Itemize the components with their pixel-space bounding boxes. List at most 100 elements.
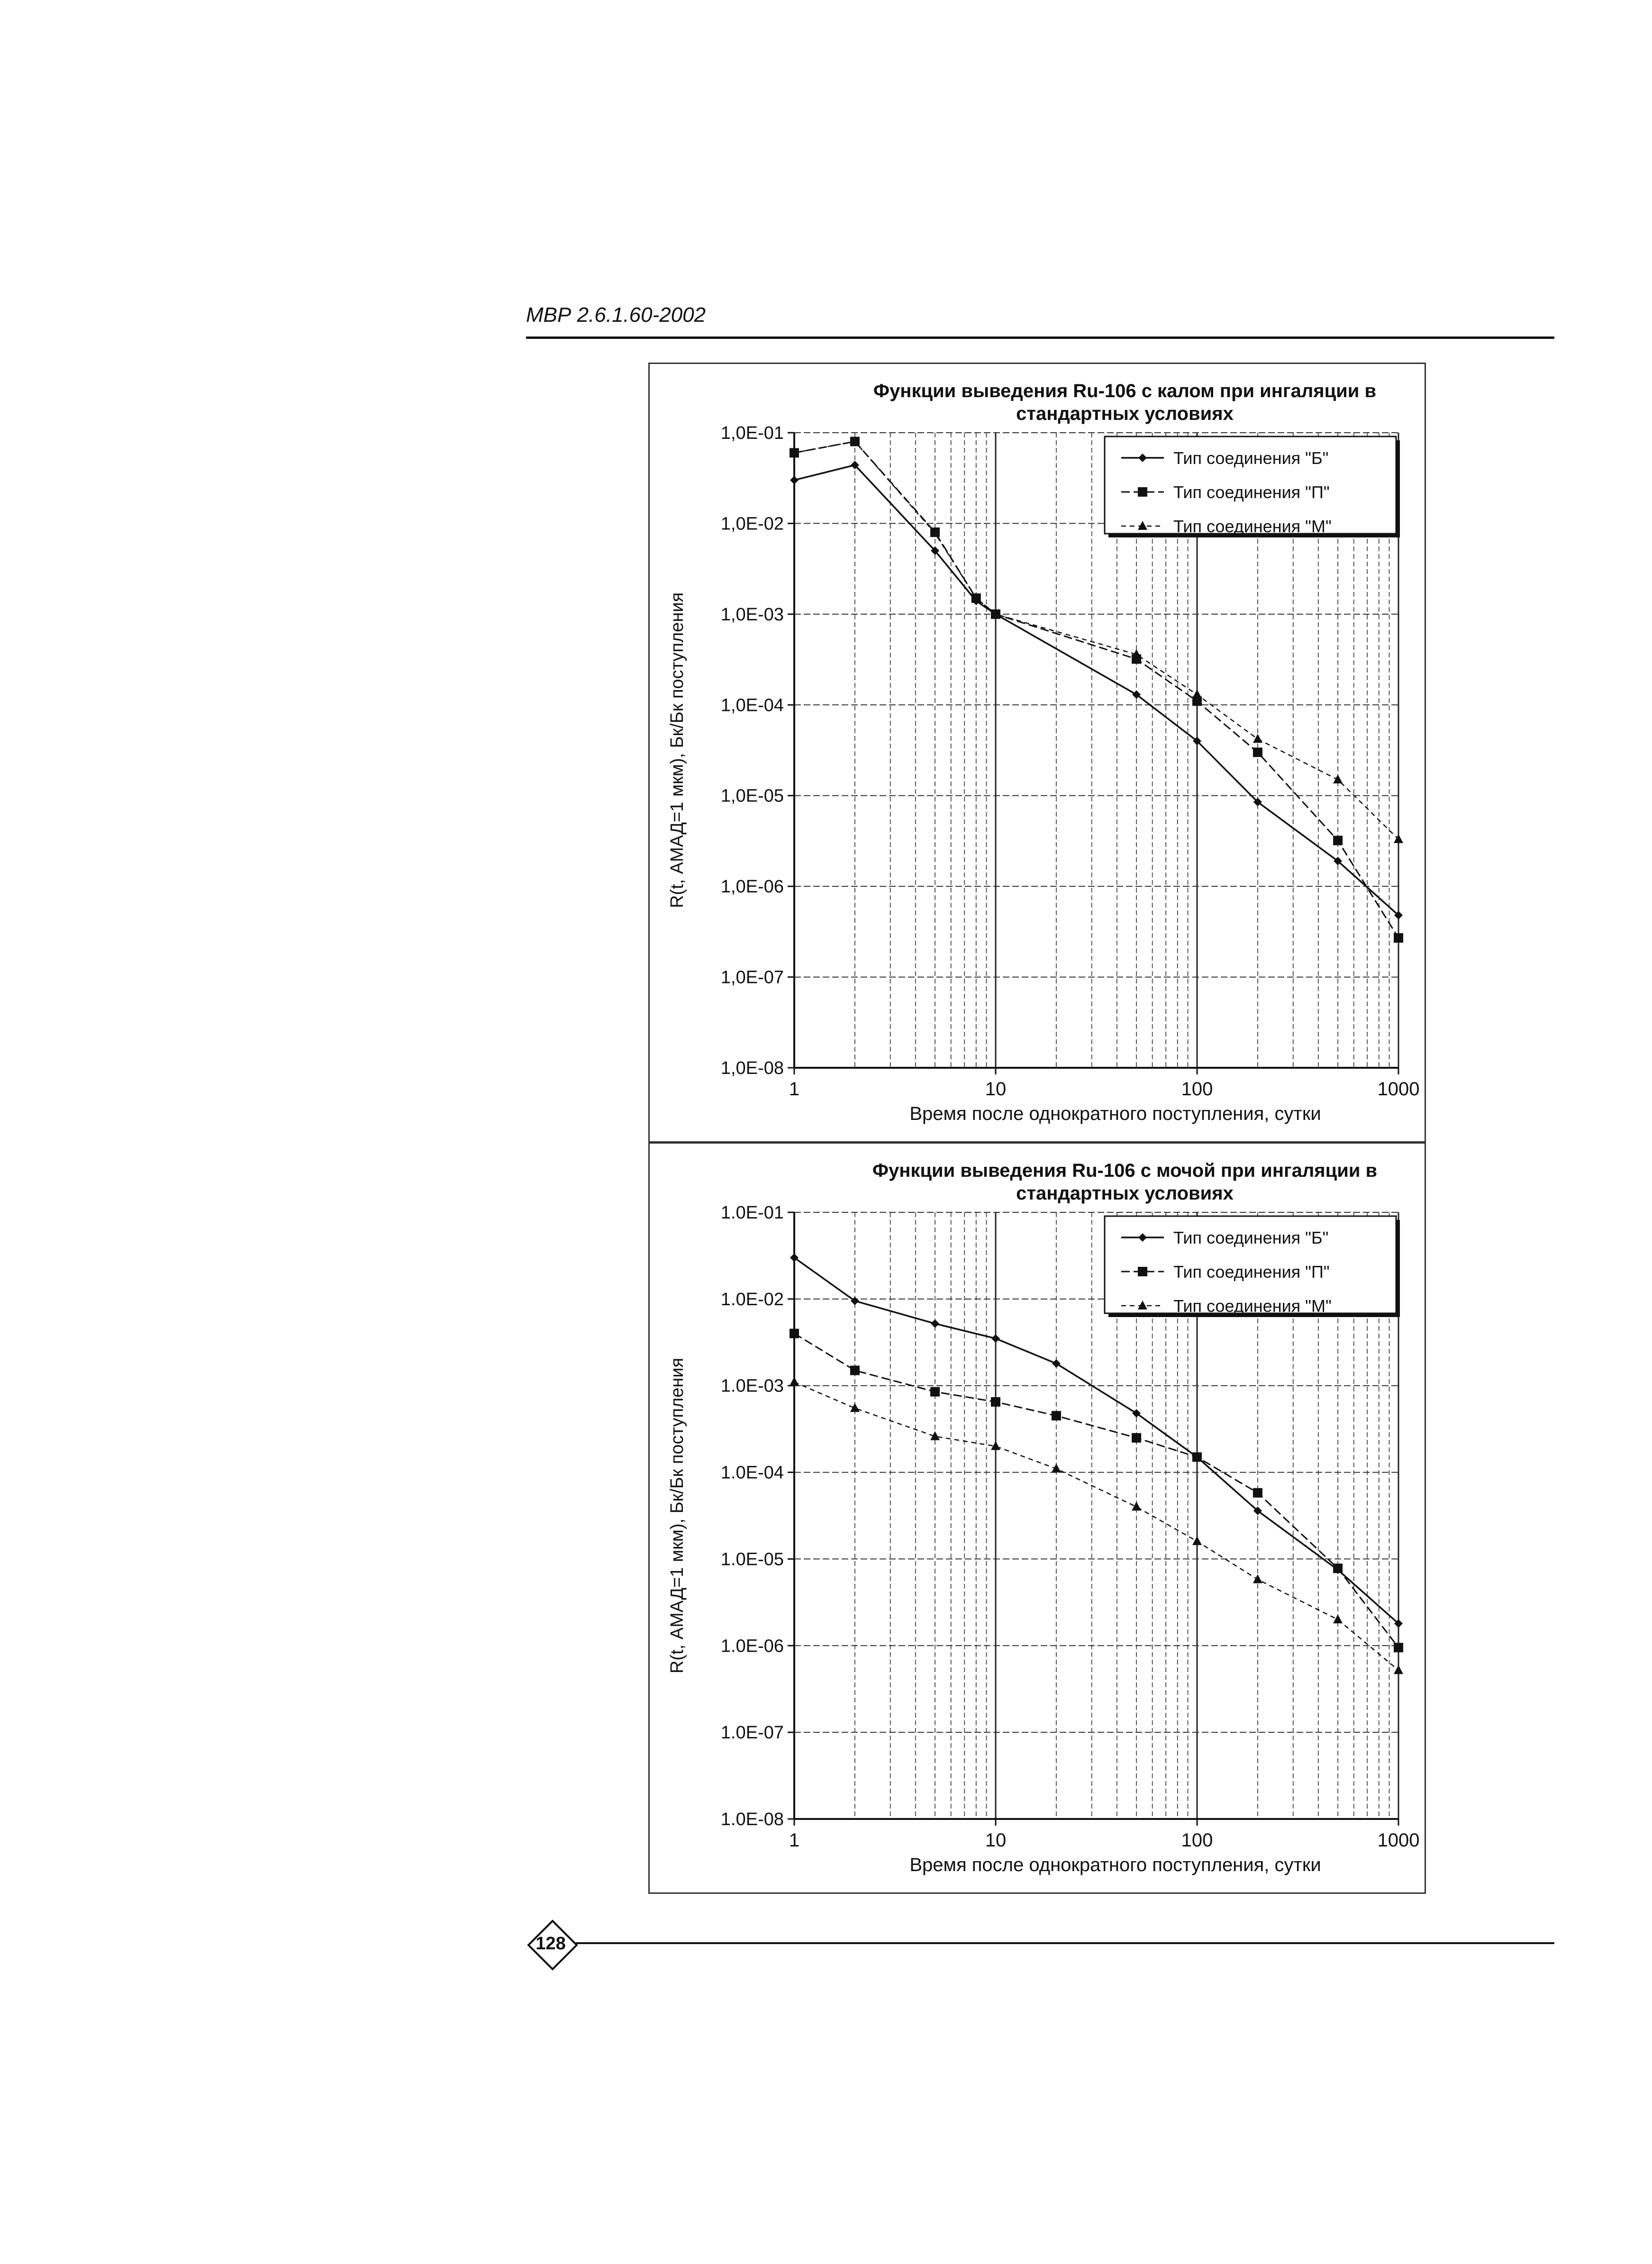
data-point: [1051, 1411, 1061, 1421]
urine-chart-svg: 1.0E-08 1.0E-07 1.0E-06 1.0E-05 1.0E-04 1.0E-…: [667, 1160, 1420, 1875]
legend-entry-label: Тип соединения "Б": [1173, 448, 1328, 468]
data-point: [1193, 736, 1201, 746]
legend-box: [1104, 1215, 1397, 1314]
data-point: [1192, 1536, 1202, 1546]
x-tick-label: 10: [985, 1079, 1007, 1100]
chart-title-line-2: стандартных условиях: [1016, 1183, 1234, 1204]
data-point: [1394, 1665, 1403, 1674]
legend-entry-label: Тип соединения "П": [1173, 1262, 1330, 1282]
page-number: 128: [536, 1934, 566, 1954]
x-tick-label: 1: [789, 1830, 799, 1851]
data-point: [931, 1319, 940, 1328]
urine-excretion-chart: 1.0E-08 1.0E-07 1.0E-06 1.0E-05 1.0E-04 1.0E-…: [648, 1142, 1426, 1894]
legend-entry-label: Тип соединения "Б": [1173, 1228, 1328, 1247]
series-line: [794, 1333, 1399, 1648]
data-point: [1333, 774, 1343, 784]
data-point: [1132, 690, 1141, 699]
data-point: [1192, 1452, 1202, 1462]
x-axis-label: Время после однократного поступления, су…: [909, 1103, 1321, 1124]
y-tick-label: 1.0E-06: [721, 1636, 784, 1656]
data-point: [790, 476, 799, 485]
x-tick-label: 1000: [1378, 1079, 1420, 1100]
data-point: [850, 1296, 859, 1305]
data-point: [1132, 1409, 1141, 1418]
data-point: [1333, 1564, 1343, 1573]
document-header: МВР 2.6.1.60-2002: [526, 303, 706, 327]
data-point: [1051, 1464, 1061, 1473]
y-axis-label: R(t, АМАД=1 мкм), Бк/Бк поступления: [667, 592, 687, 908]
y-tick-label: 1,0E-08: [721, 1058, 784, 1078]
legend-entry-label: Тип соединения "М": [1173, 1296, 1332, 1316]
legend-box: [1104, 436, 1397, 535]
y-tick-label: 1,0E-05: [721, 786, 784, 806]
data-point: [991, 1334, 1000, 1343]
data-point: [1132, 649, 1142, 658]
data-point: [1253, 747, 1262, 757]
data-point: [850, 461, 859, 470]
data-point: [1394, 933, 1403, 943]
legend-marker: [1138, 1300, 1147, 1309]
data-point: [930, 1387, 940, 1397]
data-point: [1192, 696, 1202, 706]
y-tick-label: 1,0E-06: [721, 877, 784, 897]
series-triangle: [790, 1377, 1403, 1674]
footer-rule: [569, 1942, 1554, 1944]
data-point: [790, 1377, 799, 1386]
data-point: [1333, 1614, 1343, 1624]
x-tick-label: 100: [1181, 1079, 1213, 1100]
x-tick-label: 100: [1181, 1830, 1213, 1851]
legend-marker: [1138, 487, 1147, 497]
data-point: [1253, 734, 1262, 743]
legend-entry-label: Тип соединения "М": [1173, 517, 1332, 536]
legend-marker: [1138, 521, 1147, 530]
y-tick-label: 1.0E-02: [721, 1290, 784, 1309]
series-line: [794, 1381, 1399, 1671]
header-rule: [526, 336, 1554, 339]
y-tick-label: 1,0E-02: [721, 514, 784, 534]
data-point: [991, 609, 1000, 618]
legend-marker: [1138, 1267, 1147, 1276]
series-line: [794, 440, 1399, 938]
y-tick-label: 1.0E-03: [721, 1376, 784, 1396]
series-line: [794, 441, 1399, 840]
legend-marker: [1138, 454, 1147, 462]
data-point: [971, 593, 981, 602]
y-tick-label: 1,0E-03: [721, 605, 784, 625]
data-point: [930, 1431, 940, 1440]
y-tick-label: 1,0E-04: [721, 695, 784, 715]
data-point: [1052, 1359, 1061, 1368]
data-point: [931, 546, 940, 555]
data-point: [1132, 1433, 1142, 1443]
data-point: [991, 1441, 1000, 1450]
x-tick-label: 10: [985, 1830, 1007, 1851]
data-point: [790, 1253, 799, 1262]
data-point: [790, 447, 799, 457]
y-tick-label: 1.0E-08: [721, 1809, 784, 1829]
data-point: [850, 1403, 860, 1412]
data-point: [1132, 1501, 1142, 1511]
series-triangle: [790, 436, 1403, 843]
data-point: [930, 528, 940, 537]
data-point: [790, 1328, 799, 1338]
data-point: [1333, 836, 1343, 846]
y-tick-label: 1,0E-07: [721, 968, 784, 988]
y-tick-label: 1.0E-01: [721, 1203, 784, 1223]
data-point: [1253, 798, 1262, 807]
y-tick-label: 1.0E-05: [721, 1549, 784, 1569]
feces-chart-svg: 1,0E-08 1,0E-07 1,0E-06 1,0E-05 1,0E-04 1,0E-…: [667, 381, 1420, 1124]
data-point: [1253, 1574, 1262, 1583]
series-line: [794, 464, 1399, 916]
x-tick-label: 1000: [1378, 1830, 1420, 1851]
data-point: [1394, 834, 1403, 843]
x-tick-label: 1: [789, 1079, 799, 1100]
data-point: [1394, 1643, 1403, 1653]
legend-marker: [1138, 1233, 1147, 1242]
chart-title-line-1: Функции выведения Ru-106 с калом при инг…: [873, 381, 1376, 401]
data-point: [1394, 911, 1403, 920]
y-tick-label: 1,0E-01: [721, 423, 784, 443]
data-point: [991, 1397, 1000, 1407]
y-tick-label: 1.0E-07: [721, 1723, 784, 1743]
x-axis-label: Время после однократного поступления, су…: [909, 1855, 1321, 1875]
chart-title-line-2: стандартных условиях: [1016, 403, 1234, 424]
y-axis-label: R(t, АМАД=1 мкм), Бк/Бк поступления: [667, 1358, 687, 1673]
